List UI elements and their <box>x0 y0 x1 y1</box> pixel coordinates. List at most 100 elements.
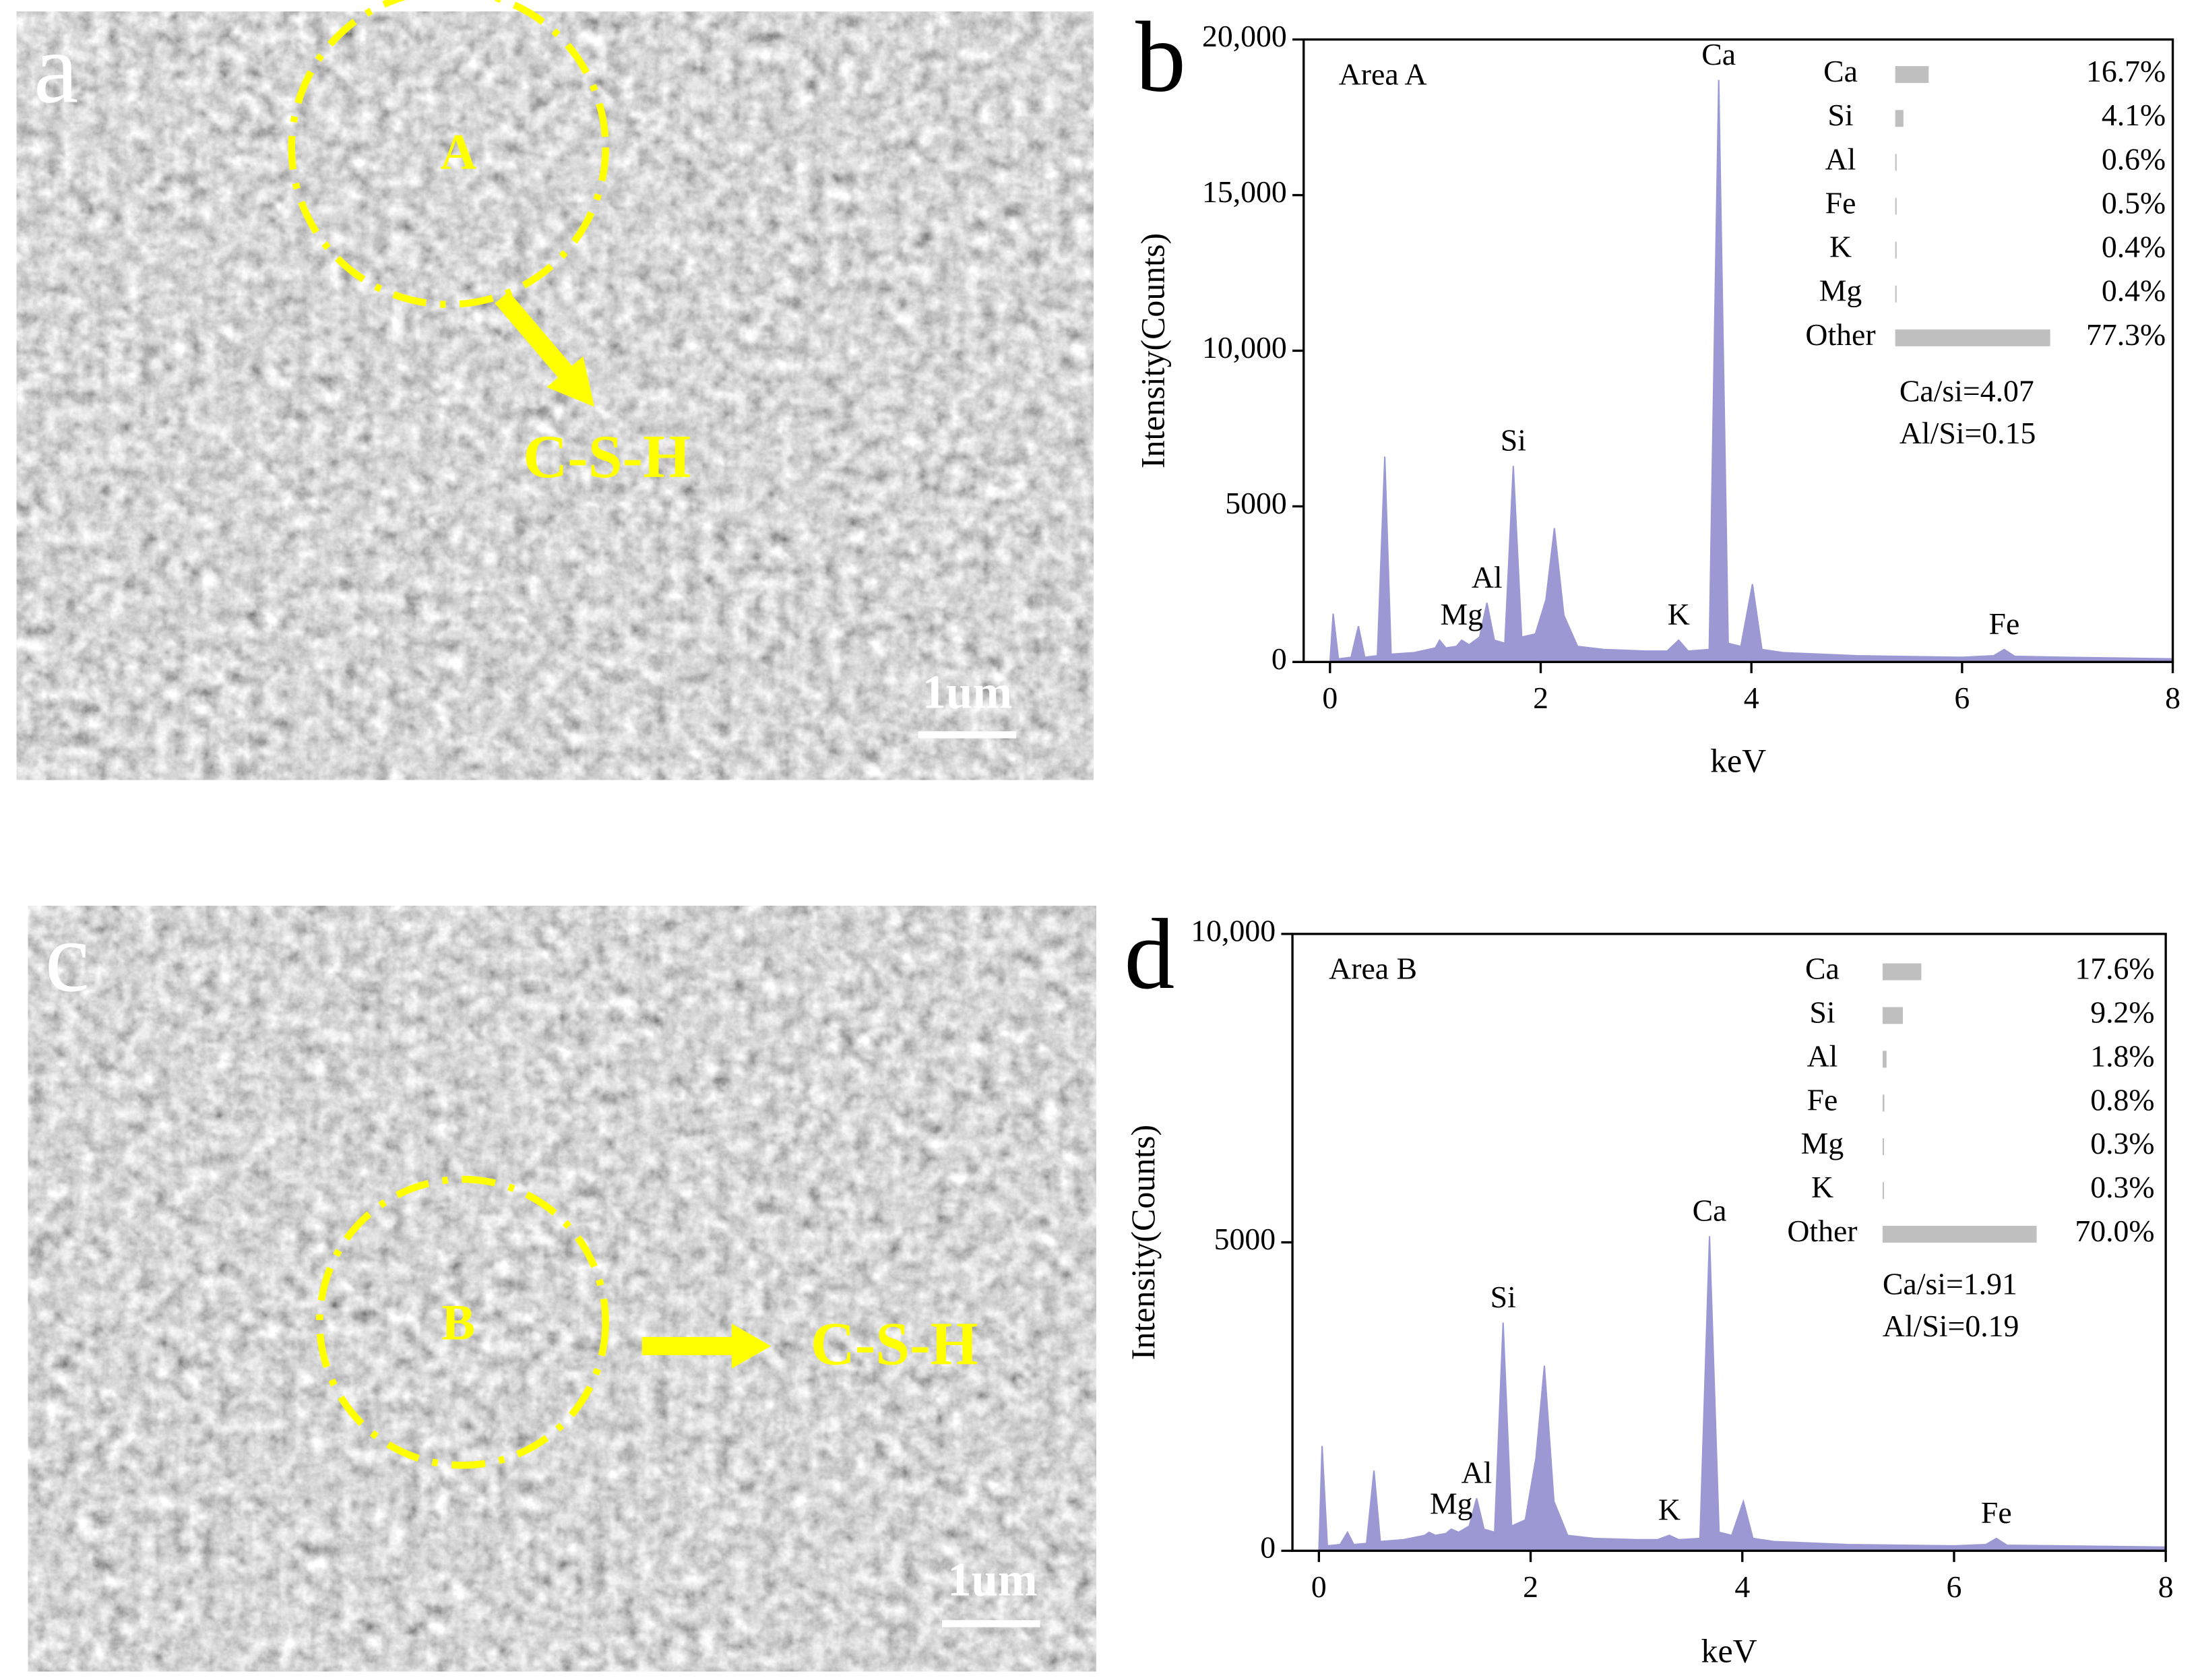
composition-bar <box>1882 1051 1887 1068</box>
panel-letter: a <box>34 13 78 124</box>
region-circle <box>288 0 609 308</box>
composition-label: 16.7% <box>2086 54 2166 88</box>
peak-label: Ca <box>1693 1193 1727 1228</box>
composition-label: 77.3% <box>2086 317 2166 352</box>
element-name: Fe <box>1825 185 1856 220</box>
composition-bar <box>1895 154 1897 171</box>
x-axis-label: keV <box>1701 1633 1757 1670</box>
scale-bar-label: 1um <box>922 666 1013 719</box>
peak-label: K <box>1658 1493 1681 1527</box>
element-name: Si <box>1827 98 1853 132</box>
y-tick-label: 10,000 <box>1202 330 1287 365</box>
spectrum-area <box>1318 1236 2167 1552</box>
peak-label: Si <box>1490 1280 1516 1314</box>
composition-label: 0.4% <box>2102 230 2166 264</box>
x-tick-label: 6 <box>1947 1569 1962 1604</box>
element-name: Si <box>1809 995 1835 1029</box>
element-name: Al <box>1825 142 1856 176</box>
element-name: Mg <box>1801 1126 1844 1160</box>
arrow <box>495 291 573 379</box>
composition-bar <box>1882 1138 1884 1156</box>
composition-bar <box>1895 66 1929 84</box>
x-tick-label: 4 <box>1734 1569 1750 1604</box>
y-tick-label: 5000 <box>1225 486 1287 520</box>
sem-texture <box>28 906 1096 1672</box>
scale-bar-label: 1um <box>947 1553 1038 1606</box>
sem-image-c: c B C-S-H 1um <box>28 902 1096 1672</box>
composition-bar <box>1895 110 1904 127</box>
y-axis-label: Intensity(Counts) <box>1125 1125 1162 1360</box>
composition-label: 0.3% <box>2090 1170 2154 1204</box>
x-tick-label: 4 <box>1744 681 1759 715</box>
element-name: Ca <box>1823 54 1858 88</box>
area-title: Area A <box>1339 57 1427 91</box>
peak-label: Al <box>1472 560 1503 594</box>
x-tick-label: 8 <box>2165 681 2180 715</box>
element-name: Other <box>1805 317 1875 352</box>
composition-label: 70.0% <box>2075 1214 2154 1248</box>
peak-label: Mg <box>1440 597 1483 631</box>
peak-label: Ca <box>1701 37 1736 71</box>
peak-label: Mg <box>1430 1486 1473 1520</box>
composition-label: 0.6% <box>2102 142 2166 176</box>
area-title: Area B <box>1329 952 1417 986</box>
phase-label: C-S-H <box>811 1309 978 1378</box>
y-tick-label: 15,000 <box>1202 175 1287 209</box>
y-tick-label: 0 <box>1271 642 1287 676</box>
region-label: B <box>441 1295 475 1351</box>
composition-bar <box>1895 197 1897 215</box>
y-tick-label: 10,000 <box>1191 913 1276 947</box>
x-tick-label: 2 <box>1523 1569 1538 1604</box>
element-name: Al <box>1807 1038 1838 1073</box>
sem-image-a: a A C-S-H 1um <box>16 0 1094 780</box>
x-axis-label: keV <box>1710 743 1766 780</box>
region-label: A <box>440 125 476 181</box>
x-tick-label: 8 <box>2158 1569 2174 1604</box>
peak-label: K <box>1668 597 1690 631</box>
y-axis-label: Intensity(Counts) <box>1135 233 1172 468</box>
peak-label: Fe <box>1989 606 2020 641</box>
composition-bar <box>1882 1226 2037 1243</box>
element-name: Fe <box>1807 1082 1838 1117</box>
element-name: Mg <box>1819 274 1862 308</box>
composition-label: 1.8% <box>2090 1038 2154 1073</box>
composition-bar <box>1882 1182 1884 1200</box>
element-name: Other <box>1787 1214 1857 1248</box>
composition-label: 0.3% <box>2090 1126 2154 1160</box>
ratio-label: Al/Si=0.19 <box>1883 1309 2019 1343</box>
composition-bar <box>1882 1007 1903 1024</box>
y-tick-label: 0 <box>1260 1530 1276 1565</box>
x-tick-label: 2 <box>1533 681 1548 715</box>
composition-label: 0.8% <box>2090 1082 2154 1117</box>
peak-label: Si <box>1501 423 1526 458</box>
composition-label: 9.2% <box>2090 995 2154 1029</box>
x-tick-label: 0 <box>1322 681 1338 715</box>
axes-frame <box>1302 38 2174 663</box>
element-name: Ca <box>1805 952 1840 986</box>
spectrum-area <box>1329 80 2174 663</box>
composition-bar <box>1895 329 2050 346</box>
composition-bar <box>1882 963 1922 981</box>
composition-label: 0.4% <box>2102 274 2166 308</box>
x-tick-label: 6 <box>1954 681 1970 715</box>
y-tick-label: 20,000 <box>1202 19 1287 53</box>
ratio-label: Ca/si=1.91 <box>1883 1267 2017 1301</box>
panel-letter: b <box>1135 2 1186 113</box>
element-name: K <box>1811 1170 1833 1204</box>
panel-letter: c <box>45 902 90 1013</box>
peak-label: Fe <box>1981 1495 2012 1530</box>
phase-label: C-S-H <box>523 422 691 491</box>
composition-label: 4.1% <box>2102 98 2166 132</box>
region-circle <box>316 1175 609 1469</box>
arrow-head <box>546 356 595 407</box>
arrow-head <box>731 1324 772 1369</box>
ratio-label: Al/Si=0.15 <box>1899 416 2036 450</box>
eds-chart: 0 5000 10,000 15,000 20,000 0 2 4 6 8 keV Intensity… <box>1135 2 2180 780</box>
y-tick-label: 5000 <box>1214 1222 1276 1256</box>
composition-bar <box>1895 241 1897 259</box>
peak-label: Al <box>1462 1456 1493 1490</box>
composition-bar <box>1882 1094 1885 1112</box>
composition-bar <box>1895 285 1897 303</box>
ratio-label: Ca/si=4.07 <box>1899 373 2034 408</box>
